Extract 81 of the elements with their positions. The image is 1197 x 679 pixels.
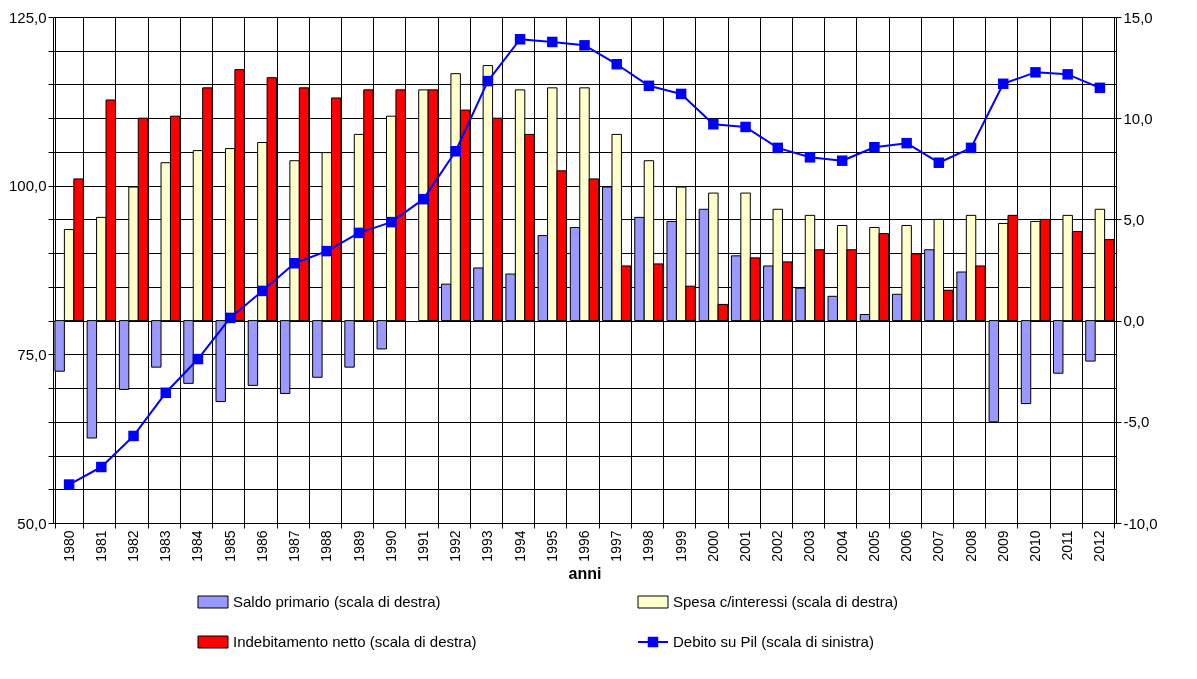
- y2-tick-label: -10,0: [1123, 514, 1158, 532]
- point: [1094, 82, 1106, 94]
- point: [675, 88, 687, 100]
- point: [257, 285, 268, 297]
- x-tick-label: 2001: [737, 530, 754, 562]
- x-axis-title: anni: [568, 564, 602, 582]
- point: [708, 119, 719, 130]
- point: [385, 216, 397, 228]
- point: [611, 58, 622, 70]
- x-tick-label: 1984: [189, 530, 206, 562]
- y2-tick-label: -5,0: [1123, 413, 1150, 431]
- x-tick-label: 1992: [447, 530, 464, 562]
- point: [482, 75, 494, 87]
- point: [128, 430, 139, 442]
- legend-label: Debito su Pil (scala di sinistra): [673, 633, 874, 650]
- x-tick-label: 2012: [1091, 530, 1108, 562]
- x-tick-label: 1987: [286, 530, 303, 562]
- point: [933, 157, 945, 168]
- point: [965, 142, 977, 154]
- point: [192, 353, 204, 365]
- x-tick-label: 2011: [1059, 530, 1076, 561]
- x-tick-label: 1980: [60, 530, 77, 562]
- x-tick-label: 1985: [221, 530, 238, 562]
- x-tick-label: 1982: [125, 530, 142, 562]
- point: [96, 461, 107, 473]
- y2-tick-label: 0,0: [1123, 312, 1145, 330]
- legend-label: Indebitamento netto (scala di destra): [233, 633, 477, 650]
- point: [869, 141, 880, 153]
- x-tick-label: 1990: [382, 530, 399, 562]
- x-tick-label: 1997: [608, 530, 625, 562]
- x-tick-label: 1989: [350, 530, 367, 562]
- point: [289, 258, 300, 269]
- x-tick-label: 1988: [318, 530, 335, 562]
- point: [418, 193, 429, 205]
- x-tick-label: 1986: [253, 530, 270, 562]
- point: [740, 121, 751, 133]
- point: [1062, 69, 1073, 80]
- point: [63, 479, 75, 490]
- point: [547, 36, 558, 48]
- x-tick-label: 1996: [576, 530, 592, 562]
- point: [514, 34, 526, 45]
- point: [643, 80, 655, 92]
- x-tick-label: 2007: [930, 530, 947, 562]
- point: [224, 312, 236, 324]
- y2-tick-label: 5,0: [1123, 210, 1145, 228]
- x-tick-label: 2002: [769, 530, 786, 562]
- legend-label: Spesa c/interessi (scala di destra): [673, 593, 899, 610]
- point: [450, 146, 461, 157]
- point: [353, 227, 365, 239]
- y2-tick-label: 15,0: [1123, 8, 1153, 26]
- legend-label: Saldo primario (scala di destra): [233, 593, 441, 610]
- y-tick-label: 50,0: [17, 514, 47, 532]
- point: [579, 40, 590, 51]
- x-tick-label: 1993: [479, 530, 496, 562]
- x-tick-label: 2003: [801, 530, 818, 562]
- x-tick-label: 1994: [511, 530, 528, 562]
- point: [901, 137, 912, 149]
- point: [321, 245, 333, 257]
- x-tick-label: 2004: [833, 530, 850, 562]
- y-tick-label: 125,0: [8, 8, 47, 26]
- x-tick-label: 2010: [1026, 530, 1043, 562]
- point: [804, 152, 816, 163]
- y-tick-label: 75,0: [17, 345, 47, 363]
- x-tick-label: 2009: [994, 530, 1011, 562]
- point: [1030, 67, 1041, 78]
- x-tick-label: 1983: [157, 530, 174, 562]
- x-tick-label: 1991: [414, 530, 431, 562]
- point: [998, 78, 1009, 90]
- x-tick-label: 2000: [704, 530, 721, 562]
- x-tick-label: 1981: [92, 530, 109, 562]
- x-tick-label: 2005: [865, 530, 882, 562]
- x-tick-label: 2008: [962, 530, 979, 562]
- x-tick-label: 1995: [543, 530, 560, 562]
- y-tick-label: 100,0: [8, 177, 47, 195]
- y2-tick-label: 10,0: [1123, 109, 1153, 127]
- x-tick-label: 1998: [640, 530, 657, 562]
- x-tick-label: 1999: [672, 530, 689, 562]
- point: [160, 387, 171, 399]
- point: [772, 142, 784, 154]
- point: [836, 155, 848, 166]
- x-tick-label: 2006: [898, 530, 915, 562]
